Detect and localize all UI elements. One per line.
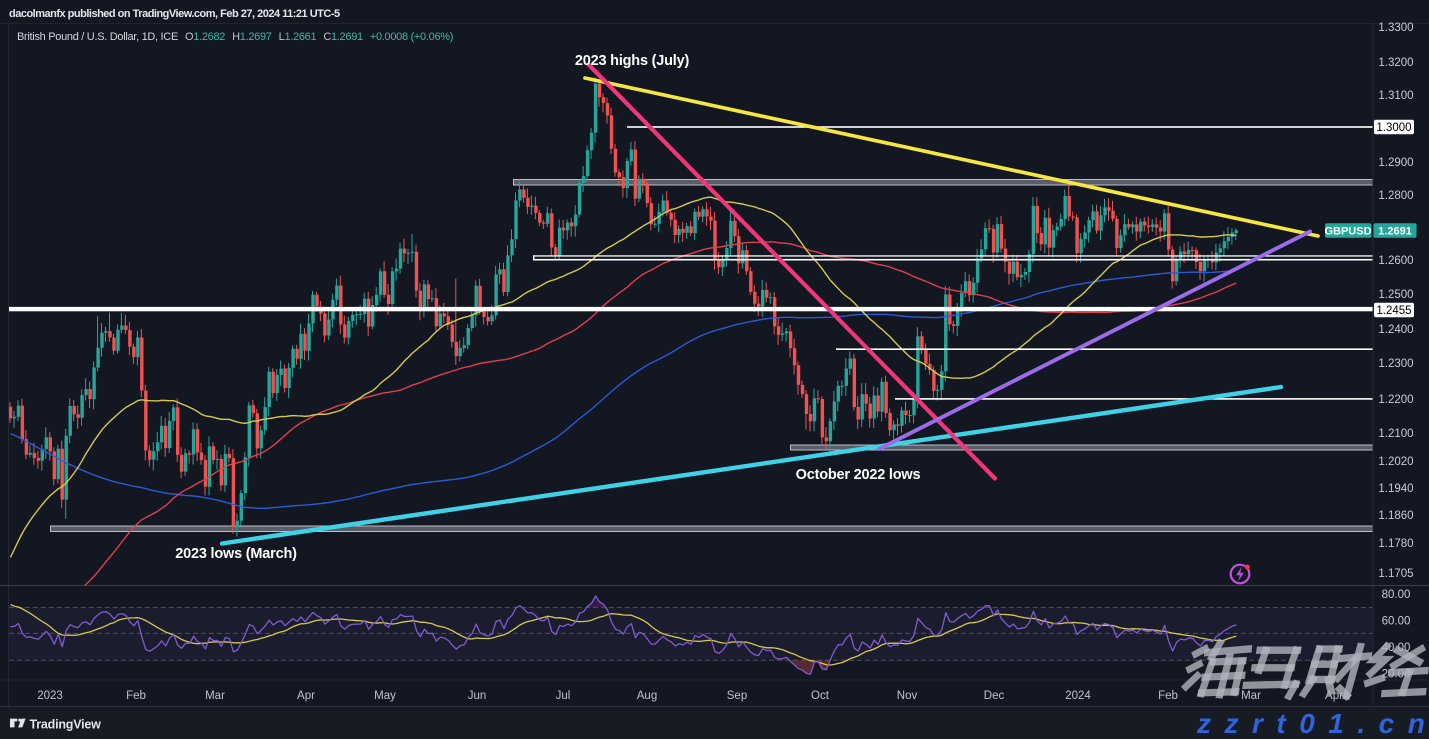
svg-text:Mar: Mar: [1241, 690, 1261, 702]
svg-text:1.3300: 1.3300: [1378, 22, 1413, 34]
svg-text:Jun: Jun: [468, 690, 487, 702]
svg-text:Jul: Jul: [556, 690, 571, 702]
svg-text:80.00: 80.00: [1382, 589, 1411, 601]
svg-text:2023: 2023: [37, 690, 63, 702]
svg-text:1.2400: 1.2400: [1378, 324, 1413, 336]
svg-text:60.00: 60.00: [1382, 616, 1411, 628]
svg-text:1.2020: 1.2020: [1378, 456, 1413, 468]
svg-text:1.1940: 1.1940: [1378, 483, 1413, 495]
svg-text:October 2022 lows: October 2022 lows: [796, 467, 921, 483]
svg-text:2023 highs (July): 2023 highs (July): [575, 53, 690, 69]
svg-text:1.2600: 1.2600: [1378, 255, 1413, 267]
svg-text:British Pound / U.S. Dollar, 1: British Pound / U.S. Dollar, 1D, ICE O1.2…: [17, 31, 453, 43]
svg-text:Oct: Oct: [811, 690, 830, 702]
svg-text:1.2200: 1.2200: [1378, 394, 1413, 406]
svg-text:GBPUSD: GBPUSD: [1324, 226, 1371, 238]
svg-text:Feb: Feb: [126, 690, 146, 702]
svg-text:Nov: Nov: [897, 690, 918, 702]
svg-text:1.3100: 1.3100: [1378, 90, 1413, 102]
svg-text:May: May: [374, 690, 396, 702]
svg-text:1.2900: 1.2900: [1378, 157, 1413, 169]
svg-text:Apr: Apr: [297, 690, 315, 702]
svg-text:1.1705: 1.1705: [1378, 568, 1413, 580]
svg-text:1.2500: 1.2500: [1378, 289, 1413, 301]
svg-text:dacolmanfx published on Tradin: dacolmanfx published on TradingView.com,…: [9, 8, 340, 20]
svg-text:1.2691: 1.2691: [1378, 226, 1412, 238]
svg-text:1.2100: 1.2100: [1378, 428, 1413, 440]
svg-text:Mar: Mar: [205, 690, 225, 702]
svg-text:1.1860: 1.1860: [1378, 510, 1413, 522]
svg-text:2024: 2024: [1065, 690, 1091, 702]
svg-text:Aug: Aug: [637, 690, 657, 702]
svg-text:Feb: Feb: [1158, 690, 1178, 702]
svg-text:1.1780: 1.1780: [1378, 538, 1413, 550]
svg-text:1.2455: 1.2455: [1376, 305, 1411, 317]
svg-text:Dec: Dec: [984, 690, 1005, 702]
svg-text:TradingView: TradingView: [30, 717, 102, 731]
svg-text:1.2800: 1.2800: [1378, 190, 1413, 202]
svg-text:2023 lows (March): 2023 lows (March): [175, 546, 297, 562]
svg-text:1.3000: 1.3000: [1376, 122, 1411, 134]
svg-text:Sep: Sep: [727, 690, 747, 702]
svg-text:1.2300: 1.2300: [1378, 358, 1413, 370]
svg-text:1.3200: 1.3200: [1378, 57, 1413, 69]
svg-text:zzrt01.cn: zzrt01.cn: [1196, 708, 1429, 739]
